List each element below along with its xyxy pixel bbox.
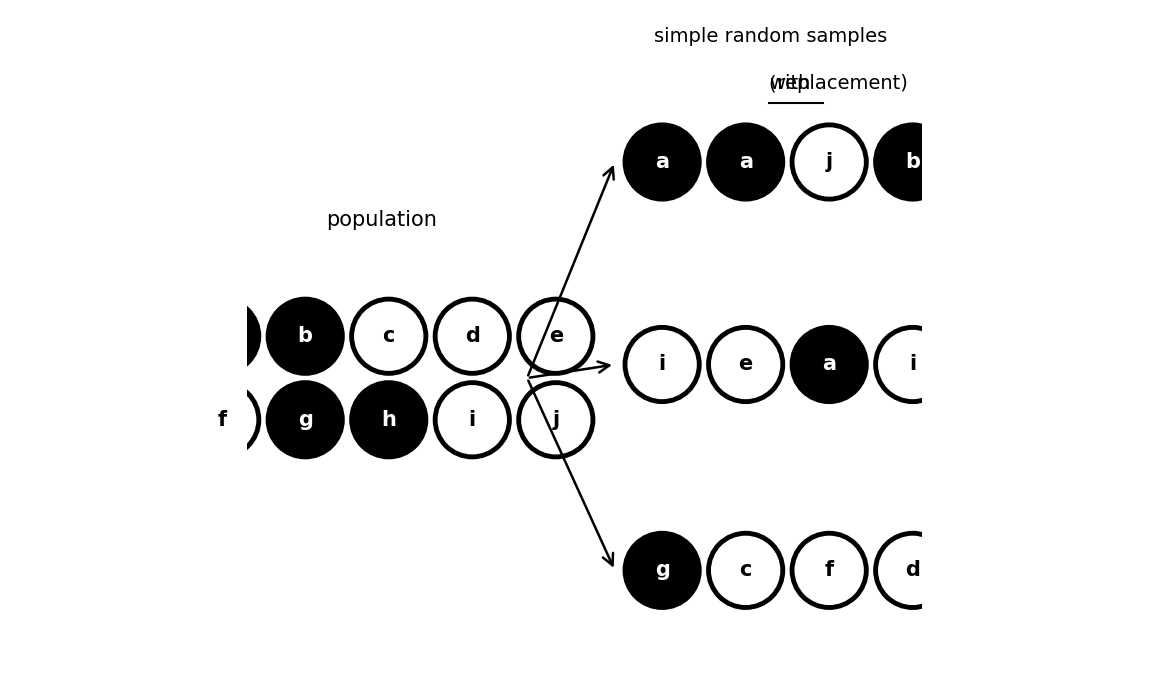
Text: i: i	[469, 410, 476, 430]
Text: b: b	[905, 152, 920, 172]
Text: a: a	[822, 354, 836, 375]
Circle shape	[876, 533, 950, 608]
Text: a: a	[739, 152, 753, 172]
Text: c: c	[740, 560, 752, 580]
Circle shape	[268, 299, 343, 373]
Text: i: i	[658, 354, 665, 375]
Circle shape	[352, 299, 426, 373]
Text: j: j	[552, 410, 560, 430]
Text: g: g	[655, 560, 670, 580]
Text: a: a	[655, 152, 669, 172]
Circle shape	[708, 125, 783, 199]
Text: e: e	[739, 354, 753, 375]
Text: d: d	[905, 560, 920, 580]
Text: g: g	[298, 410, 312, 430]
Text: f: f	[824, 560, 833, 580]
Circle shape	[268, 383, 343, 457]
Text: population: population	[326, 211, 437, 230]
Text: simple random samples: simple random samples	[653, 27, 887, 46]
Circle shape	[185, 383, 258, 457]
Circle shape	[708, 533, 783, 608]
Circle shape	[876, 327, 950, 402]
Text: i: i	[909, 354, 916, 375]
Text: h: h	[381, 410, 396, 430]
Circle shape	[625, 533, 699, 608]
Text: b: b	[298, 326, 313, 346]
Text: (: (	[768, 74, 776, 93]
Text: replacement): replacement)	[770, 74, 907, 93]
Circle shape	[185, 299, 258, 373]
Text: f: f	[217, 410, 227, 430]
Circle shape	[519, 383, 593, 457]
Circle shape	[793, 125, 866, 199]
Circle shape	[708, 327, 783, 402]
Circle shape	[352, 383, 426, 457]
Text: c: c	[382, 326, 395, 346]
Text: with: with	[769, 74, 811, 93]
Circle shape	[435, 299, 510, 373]
Text: j: j	[825, 152, 832, 172]
Circle shape	[625, 125, 699, 199]
Circle shape	[876, 125, 950, 199]
Circle shape	[793, 533, 866, 608]
Text: a: a	[215, 326, 229, 346]
Text: e: e	[548, 326, 563, 346]
Circle shape	[435, 383, 510, 457]
Circle shape	[793, 327, 866, 402]
Circle shape	[625, 327, 699, 402]
Circle shape	[519, 299, 593, 373]
Text: d: d	[465, 326, 479, 346]
